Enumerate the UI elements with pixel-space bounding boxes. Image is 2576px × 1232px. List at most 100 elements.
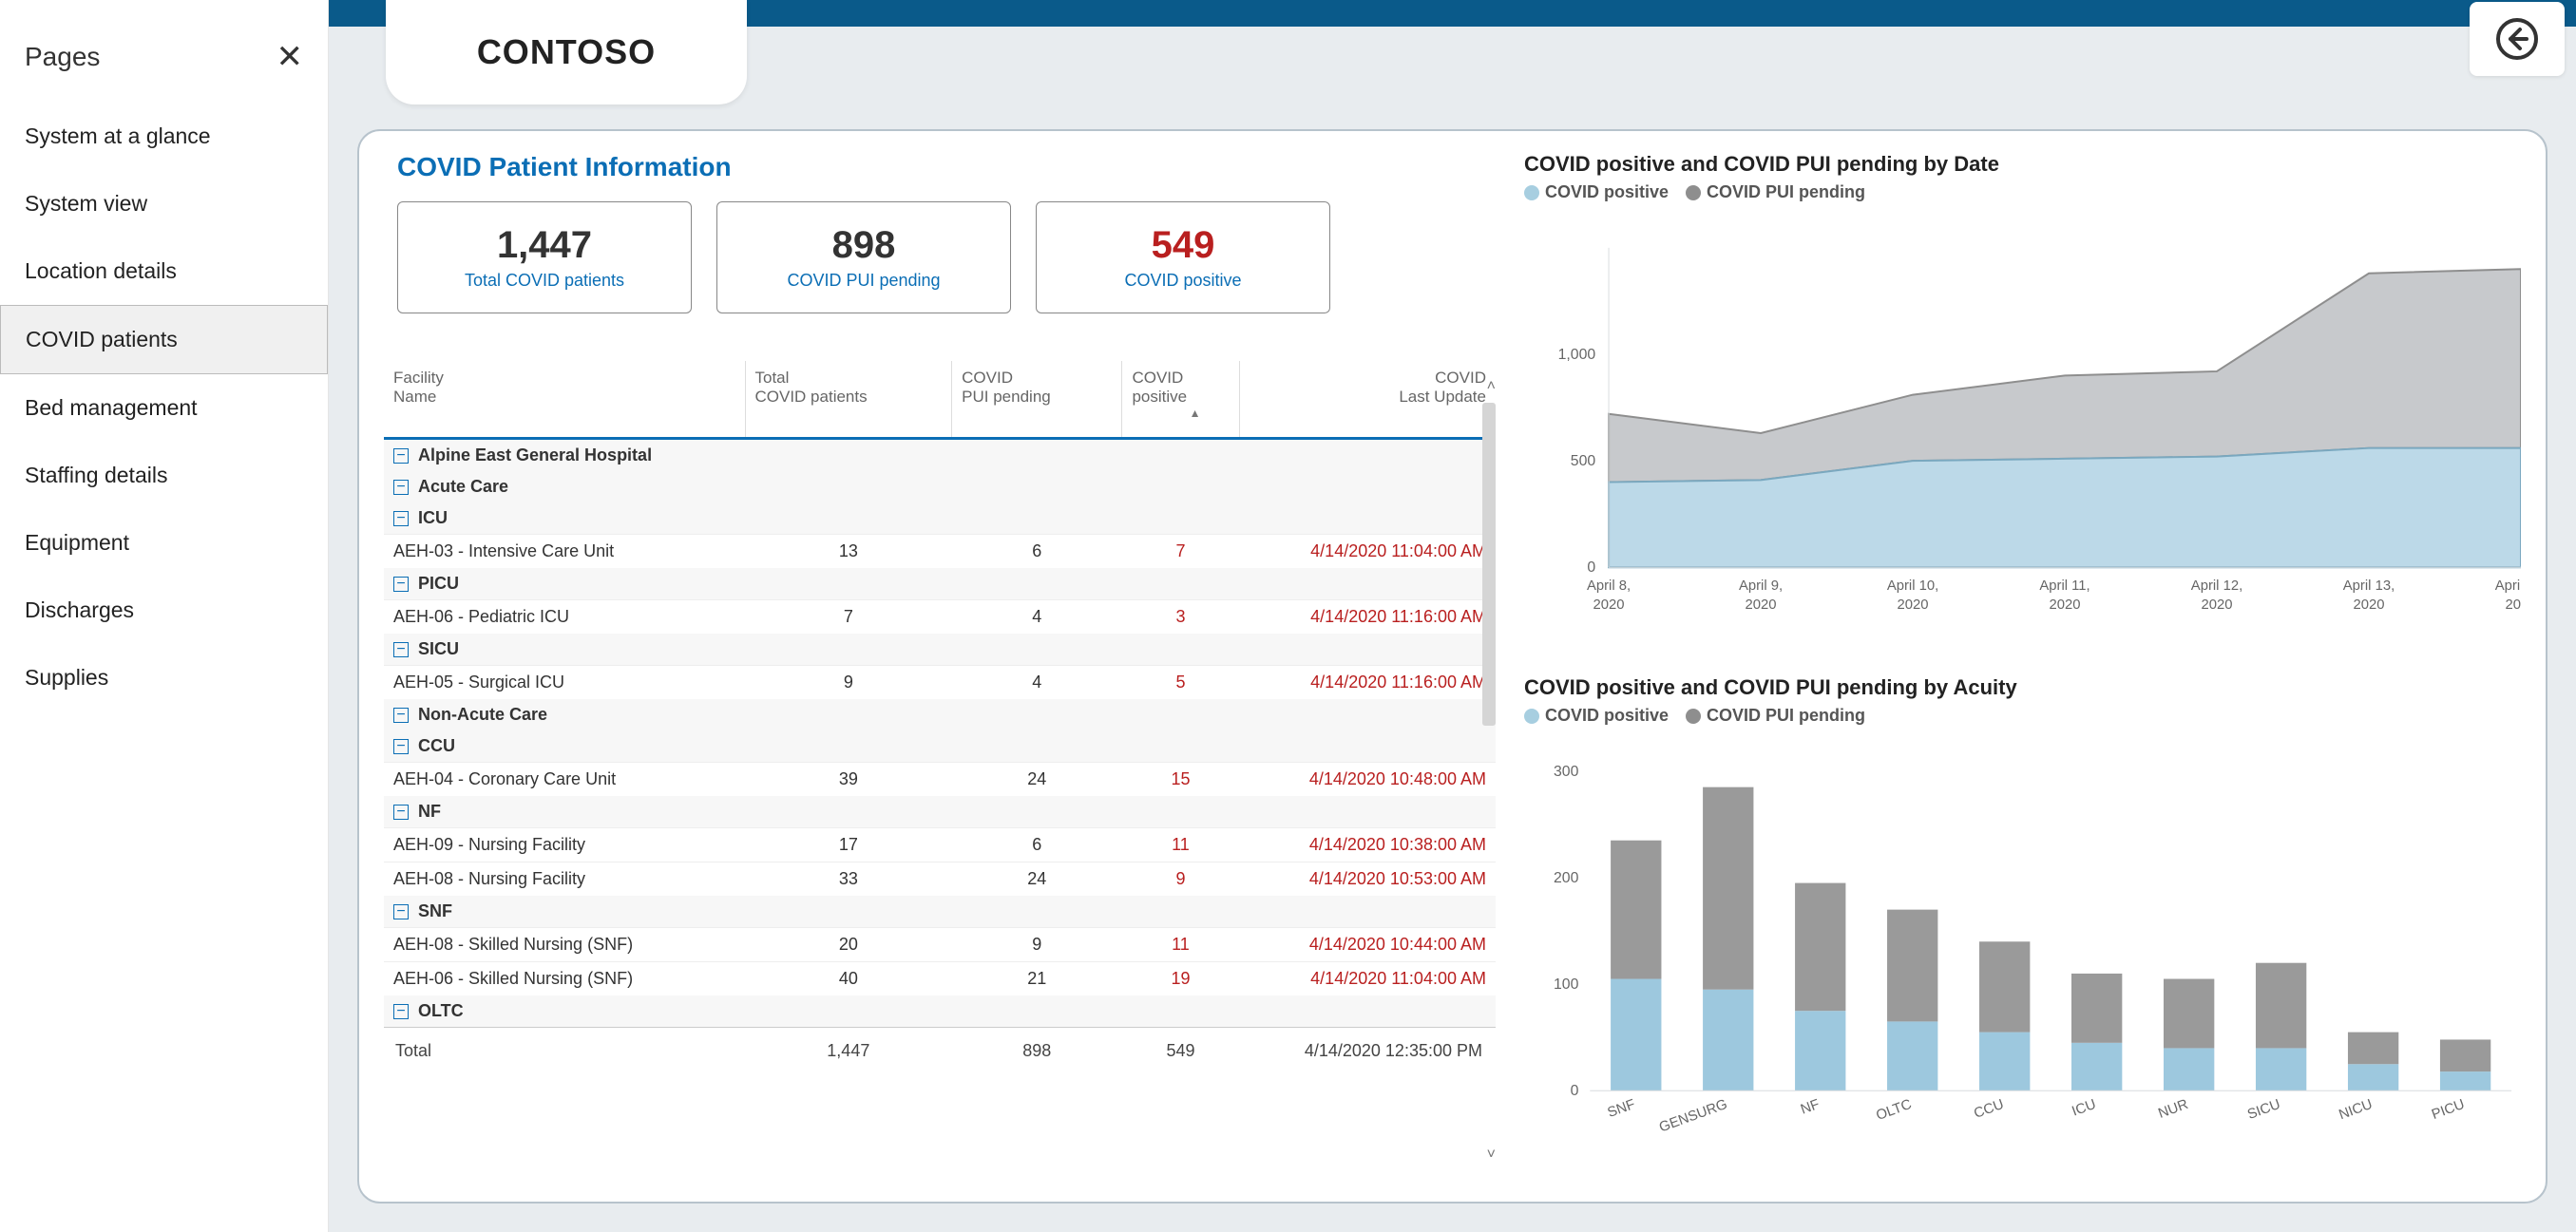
sidebar-item-staffing-details[interactable]: Staffing details — [0, 442, 328, 509]
cell-positive: 9 — [1122, 862, 1239, 897]
cell-total: 39 — [745, 763, 952, 797]
cell-positive: 15 — [1122, 763, 1239, 797]
table-row[interactable]: AEH-06 - Skilled Nursing (SNF)4021194/14… — [384, 962, 1496, 996]
cell-positive: 11 — [1122, 928, 1239, 962]
table-row[interactable]: AEH-06 - Pediatric ICU7434/14/2020 11:16… — [384, 600, 1496, 635]
kpi-value: 549 — [1152, 224, 1215, 267]
sidebar-item-covid-patients[interactable]: COVID patients — [0, 305, 328, 374]
table-group-row[interactable]: −CCU — [384, 730, 1496, 763]
sidebar-item-discharges[interactable]: Discharges — [0, 577, 328, 644]
svg-text:April 9,: April 9, — [1739, 578, 1783, 594]
svg-text:2020: 2020 — [1746, 597, 1777, 613]
collapse-icon[interactable]: − — [393, 708, 409, 723]
cell-timestamp: 4/14/2020 10:38:00 AM — [1239, 828, 1496, 862]
table-row[interactable]: AEH-09 - Nursing Facility176114/14/2020 … — [384, 828, 1496, 862]
cell-total: 20 — [745, 928, 952, 962]
svg-text:NF: NF — [1799, 1096, 1822, 1117]
scroll-up-icon[interactable]: ˄ — [1487, 378, 1496, 395]
collapse-icon[interactable]: − — [393, 739, 409, 754]
table-group-row[interactable]: −NF — [384, 796, 1496, 828]
legend-item[interactable]: COVID PUI pending — [1686, 182, 1865, 202]
area-chart[interactable]: 05001,000April 8,2020April 9,2020April 1… — [1524, 214, 2521, 658]
table-group-row[interactable]: −Alpine East General Hospital — [384, 439, 1496, 472]
cell-timestamp: 4/14/2020 10:44:00 AM — [1239, 928, 1496, 962]
kpi-card[interactable]: 549COVID positive — [1036, 201, 1330, 313]
sidebar-item-system-view[interactable]: System view — [0, 170, 328, 237]
table-header[interactable]: COVIDPUI pending — [952, 361, 1122, 439]
cell-pui: 6 — [952, 828, 1122, 862]
collapse-icon[interactable]: − — [393, 577, 409, 592]
table-group-row[interactable]: −SNF — [384, 896, 1496, 928]
svg-text:2020: 2020 — [2354, 597, 2385, 613]
sidebar-item-equipment[interactable]: Equipment — [0, 509, 328, 577]
facility-name: AEH-06 - Pediatric ICU — [384, 600, 745, 635]
section-title: COVID Patient Information — [397, 152, 1496, 182]
sidebar-item-location-details[interactable]: Location details — [0, 237, 328, 305]
svg-text:2020: 2020 — [1593, 597, 1625, 613]
svg-text:0: 0 — [1587, 559, 1595, 576]
table-row[interactable]: AEH-08 - Skilled Nursing (SNF)209114/14/… — [384, 928, 1496, 962]
svg-text:2020: 2020 — [2202, 597, 2233, 613]
table-row[interactable]: AEH-04 - Coronary Care Unit3924154/14/20… — [384, 763, 1496, 797]
kpi-card[interactable]: 1,447Total COVID patients — [397, 201, 692, 313]
svg-text:NICU: NICU — [2337, 1096, 2375, 1122]
kpi-value: 1,447 — [497, 224, 592, 267]
sidebar-item-supplies[interactable]: Supplies — [0, 644, 328, 711]
svg-text:PICU: PICU — [2430, 1096, 2467, 1122]
svg-text:April 11,: April 11, — [2039, 578, 2089, 594]
svg-text:April 13,: April 13, — [2343, 578, 2395, 594]
table-row[interactable]: AEH-03 - Intensive Care Unit13674/14/202… — [384, 535, 1496, 569]
table-group-row[interactable]: −OLTC — [384, 995, 1496, 1028]
collapse-icon[interactable]: − — [393, 511, 409, 526]
table-group-row[interactable]: −PICU — [384, 568, 1496, 600]
cell-timestamp: 4/14/2020 11:04:00 AM — [1239, 962, 1496, 996]
sidebar-item-system-at-a-glance[interactable]: System at a glance — [0, 103, 328, 170]
collapse-icon[interactable]: − — [393, 1004, 409, 1019]
collapse-icon[interactable]: − — [393, 642, 409, 657]
svg-text:April 10,: April 10, — [1887, 578, 1938, 594]
cell-timestamp: 4/14/2020 10:53:00 AM — [1239, 862, 1496, 897]
cell-timestamp: 4/14/2020 11:04:00 AM — [1239, 535, 1496, 569]
cell-pui: 4 — [952, 666, 1122, 700]
collapse-icon[interactable]: − — [393, 480, 409, 495]
back-button[interactable] — [2470, 2, 2565, 76]
collapse-icon[interactable]: − — [393, 448, 409, 464]
svg-text:0: 0 — [1571, 1083, 1579, 1099]
kpi-card[interactable]: 898COVID PUI pending — [716, 201, 1011, 313]
svg-text:NUR: NUR — [2156, 1096, 2190, 1121]
cell-pui: 6 — [952, 535, 1122, 569]
svg-text:ICU: ICU — [2070, 1096, 2098, 1119]
cell-total: 7 — [745, 600, 952, 635]
area-chart-legend: COVID positive COVID PUI pending — [1524, 182, 2521, 202]
sidebar-item-bed-management[interactable]: Bed management — [0, 374, 328, 442]
collapse-icon[interactable]: − — [393, 805, 409, 820]
svg-text:100: 100 — [1554, 976, 1579, 993]
scrollbar-thumb[interactable] — [1482, 403, 1496, 726]
bar-chart[interactable]: 0100200300SNFGENSURGNFOLTCCCUICUNURSICUN… — [1524, 737, 2521, 1182]
legend-item[interactable]: COVID positive — [1524, 706, 1669, 726]
table-row[interactable]: AEH-05 - Surgical ICU9454/14/2020 11:16:… — [384, 666, 1496, 700]
cell-total: 40 — [745, 962, 952, 996]
table-group-row[interactable]: −SICU — [384, 634, 1496, 666]
close-icon[interactable]: ✕ — [277, 38, 304, 76]
cell-timestamp: 4/14/2020 10:48:00 AM — [1239, 763, 1496, 797]
cell-positive: 5 — [1122, 666, 1239, 700]
legend-item[interactable]: COVID PUI pending — [1686, 706, 1865, 726]
legend-item[interactable]: COVID positive — [1524, 182, 1669, 202]
svg-text:2020: 2020 — [1898, 597, 1929, 613]
kpi-label: COVID PUI pending — [787, 271, 940, 291]
table-header[interactable]: COVIDpositive▲ — [1122, 361, 1239, 439]
table-header[interactable]: TotalCOVID patients — [745, 361, 952, 439]
table-group-row[interactable]: −ICU — [384, 502, 1496, 535]
table-group-row[interactable]: −Acute Care — [384, 471, 1496, 502]
svg-text:200: 200 — [1554, 869, 1579, 885]
table-header[interactable]: FacilityName — [384, 361, 745, 439]
table-row[interactable]: AEH-08 - Nursing Facility332494/14/2020 … — [384, 862, 1496, 897]
table-group-row[interactable]: −Non-Acute Care — [384, 699, 1496, 730]
svg-text:SICU: SICU — [2245, 1096, 2282, 1122]
area-chart-title: COVID positive and COVID PUI pending by … — [1524, 152, 2521, 177]
scroll-down-icon[interactable]: ˅ — [1487, 1147, 1496, 1164]
table-header[interactable]: COVIDLast Update — [1239, 361, 1496, 439]
svg-text:300: 300 — [1554, 763, 1579, 779]
collapse-icon[interactable]: − — [393, 904, 409, 919]
